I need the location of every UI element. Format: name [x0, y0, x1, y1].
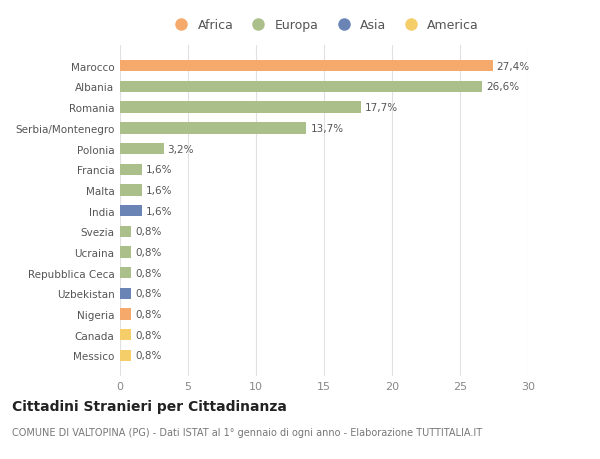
- Bar: [120, 226, 131, 237]
- Text: 26,6%: 26,6%: [486, 82, 519, 92]
- Text: 3,2%: 3,2%: [167, 144, 194, 154]
- Text: 0,8%: 0,8%: [135, 247, 161, 257]
- Bar: [120, 123, 307, 134]
- Text: 1,6%: 1,6%: [146, 185, 172, 196]
- Text: 0,8%: 0,8%: [135, 351, 161, 361]
- Bar: [120, 330, 131, 341]
- Text: 1,6%: 1,6%: [146, 206, 172, 216]
- Text: 0,8%: 0,8%: [135, 309, 161, 319]
- Bar: [120, 268, 131, 279]
- Bar: [120, 61, 493, 72]
- Text: 0,8%: 0,8%: [135, 227, 161, 237]
- Text: Cittadini Stranieri per Cittadinanza: Cittadini Stranieri per Cittadinanza: [12, 399, 287, 413]
- Bar: [120, 82, 482, 93]
- Text: 0,8%: 0,8%: [135, 268, 161, 278]
- Bar: [120, 247, 131, 258]
- Bar: [120, 185, 142, 196]
- Bar: [120, 206, 142, 217]
- Text: COMUNE DI VALTOPINA (PG) - Dati ISTAT al 1° gennaio di ogni anno - Elaborazione : COMUNE DI VALTOPINA (PG) - Dati ISTAT al…: [12, 427, 482, 437]
- Legend: Africa, Europa, Asia, America: Africa, Europa, Asia, America: [169, 19, 479, 32]
- Bar: [120, 144, 164, 155]
- Text: 17,7%: 17,7%: [365, 103, 398, 113]
- Text: 1,6%: 1,6%: [146, 165, 172, 175]
- Text: 13,7%: 13,7%: [310, 123, 344, 134]
- Bar: [120, 164, 142, 175]
- Bar: [120, 102, 361, 113]
- Text: 0,8%: 0,8%: [135, 289, 161, 299]
- Text: 27,4%: 27,4%: [497, 62, 530, 72]
- Text: 0,8%: 0,8%: [135, 330, 161, 340]
- Bar: [120, 288, 131, 299]
- Bar: [120, 350, 131, 361]
- Bar: [120, 309, 131, 320]
